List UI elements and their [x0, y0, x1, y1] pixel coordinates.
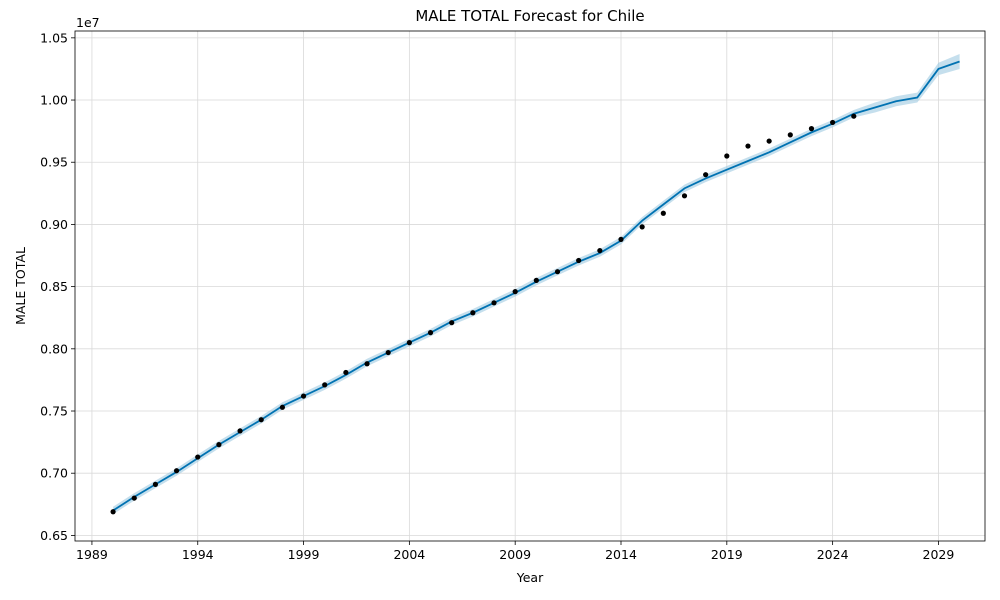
- observed-point: [427, 330, 434, 336]
- observed-point: [639, 224, 645, 230]
- y-tick-label: 0.70: [40, 466, 68, 481]
- observed-point: [173, 468, 180, 474]
- y-axis-ticks: 0.65 0.70 0.75 0.80 0.85 0.90 0.95 1.00 1.05: [40, 30, 75, 543]
- observed-point: [830, 119, 836, 126]
- observed-point: [491, 300, 497, 306]
- y-axis-label: MALE TOTAL: [13, 247, 28, 325]
- observed-point: [322, 382, 328, 388]
- y-tick-label: 0.80: [40, 341, 68, 356]
- observed-point: [787, 132, 793, 138]
- observed-point: [703, 172, 709, 178]
- observed-point: [808, 126, 815, 132]
- observed-point: [554, 269, 561, 275]
- confidence-band: [113, 54, 960, 515]
- chart-title: MALE TOTAL Forecast for Chile: [415, 7, 644, 25]
- x-tick-label: 1999: [288, 547, 320, 562]
- observed-point: [681, 193, 688, 199]
- x-axis-label: Year: [516, 570, 544, 585]
- plot-frame: [74, 30, 986, 542]
- observed-point: [364, 361, 370, 367]
- x-tick-label: 2019: [711, 547, 743, 562]
- observed-point: [512, 289, 518, 295]
- y-tick-label: 0.65: [40, 528, 68, 543]
- observed-point: [745, 143, 751, 149]
- observed-point: [618, 236, 624, 242]
- y-tick-label: 0.95: [40, 155, 68, 170]
- observed-point: [152, 481, 159, 487]
- x-tick-label: 2009: [499, 547, 531, 562]
- x-tick-label: 2024: [817, 547, 849, 562]
- observed-point: [300, 393, 307, 399]
- observed-point: [449, 320, 455, 326]
- x-tick-label: 2029: [923, 547, 955, 562]
- observed-point: [385, 349, 391, 356]
- y-tick-label: 1.00: [40, 93, 68, 108]
- observed-point: [406, 340, 412, 346]
- observed-point: [533, 277, 539, 283]
- x-tick-label: 2004: [393, 547, 425, 562]
- observed-points: [110, 113, 857, 515]
- observed-point: [343, 369, 349, 376]
- y-tick-label: 0.90: [40, 217, 68, 232]
- observed-point: [131, 495, 137, 501]
- y-tick-label: 1.05: [40, 30, 68, 45]
- observed-point: [470, 310, 476, 316]
- observed-point: [237, 428, 243, 434]
- observed-point: [766, 138, 772, 144]
- confidence-band-area: [113, 54, 960, 515]
- x-tick-label: 2014: [605, 547, 637, 562]
- observed-point: [216, 442, 222, 448]
- y-tick-label: 0.85: [40, 279, 68, 294]
- x-tick-label: 1994: [182, 547, 214, 562]
- observed-point: [279, 404, 285, 410]
- observed-point: [195, 454, 201, 460]
- x-axis-ticks: 1989 1994 1999 2004 2009 2014 2019 2024 2029: [76, 541, 954, 562]
- x-tick-label: 1989: [76, 547, 108, 562]
- observed-point: [851, 113, 857, 119]
- observed-point: [724, 153, 730, 159]
- y-tick-label: 0.75: [40, 404, 68, 419]
- y-offset-label: 1e7: [76, 15, 100, 30]
- observed-point: [597, 247, 603, 254]
- observed-point: [576, 257, 582, 264]
- observed-point: [258, 417, 264, 423]
- observed-point: [660, 210, 666, 216]
- observed-point: [110, 509, 116, 515]
